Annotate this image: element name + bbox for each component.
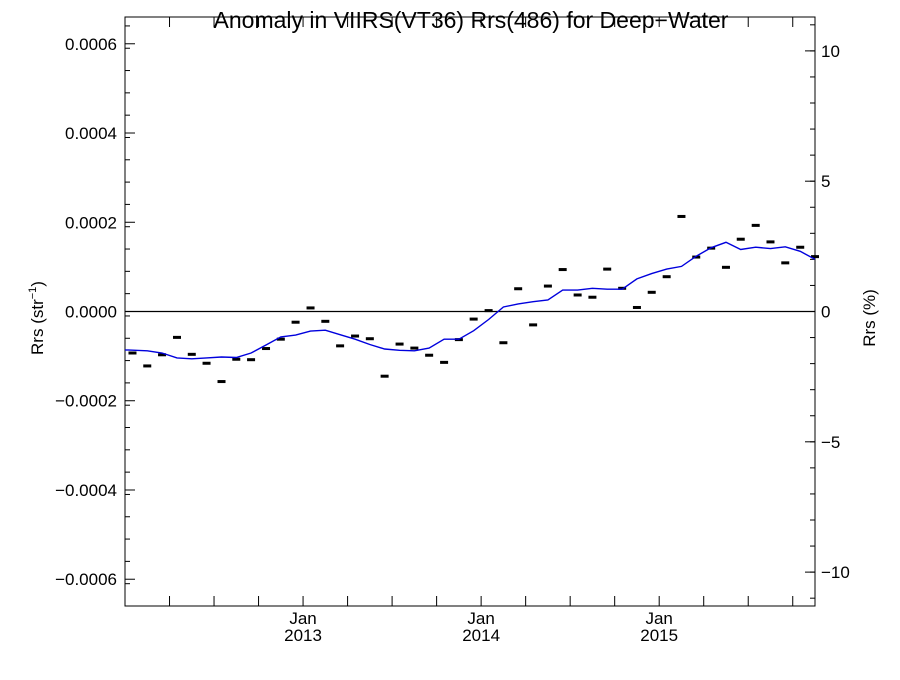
left-tick-label: 0.0004 — [65, 124, 117, 143]
monthly-marker — [217, 380, 226, 384]
monthly-marker — [172, 335, 181, 339]
monthly-marker — [603, 267, 612, 271]
right-tick-label: 5 — [821, 172, 830, 191]
x-month-label: Jan — [467, 609, 494, 628]
monthly-marker — [811, 255, 819, 259]
monthly-marker — [321, 319, 330, 323]
left-tick-label: 0.0002 — [65, 213, 117, 232]
monthly-marker — [558, 268, 567, 272]
monthly-marker — [187, 352, 196, 356]
monthly-marker — [247, 358, 256, 362]
monthly-marker — [618, 286, 627, 290]
monthly-marker — [158, 353, 167, 357]
monthly-marker — [143, 364, 152, 368]
monthly-marker — [514, 287, 523, 291]
chart-title: Anomaly in VIIRS(VT36) Rrs(486) for Deep… — [214, 7, 729, 33]
left-tick-label: −0.0002 — [55, 392, 117, 411]
monthly-marker — [677, 214, 686, 218]
monthly-marker — [588, 295, 597, 299]
monthly-marker — [632, 305, 641, 309]
left-tick-label: −0.0006 — [55, 570, 117, 589]
left-axis: 0.0006 0.0004 0.0002 0.0000 −0.0002 −0.0004 −0… — [55, 25, 135, 607]
monthly-marker — [128, 351, 137, 355]
monthly-markers — [128, 214, 819, 384]
left-tick-label: −0.0004 — [55, 481, 117, 500]
x-year-label: 2015 — [640, 626, 678, 645]
left-axis-label-main: Rrs (str — [28, 299, 47, 355]
monthly-marker — [291, 320, 300, 324]
monthly-marker — [796, 245, 805, 249]
left-tick-label: 0.0006 — [65, 35, 117, 54]
monthly-marker — [336, 344, 345, 348]
monthly-marker — [410, 346, 419, 350]
left-axis-label: Rrs (str−1) — [27, 281, 47, 355]
x-month-label: Jan — [645, 609, 672, 628]
monthly-marker — [484, 309, 493, 313]
monthly-marker — [469, 317, 478, 321]
right-axis-label: Rrs (%) — [860, 289, 879, 347]
monthly-marker — [573, 293, 582, 297]
monthly-marker — [425, 353, 434, 357]
right-tick-label: 10 — [821, 42, 840, 61]
monthly-marker — [440, 360, 449, 364]
monthly-marker — [380, 374, 389, 378]
monthly-marker — [751, 223, 760, 227]
monthly-marker — [351, 334, 360, 338]
monthly-marker — [395, 342, 404, 346]
left-axis-label-sup: −1 — [27, 287, 39, 300]
monthly-marker — [766, 240, 775, 244]
x-year-label: 2014 — [462, 626, 500, 645]
monthly-marker — [262, 347, 271, 351]
monthly-marker — [529, 323, 538, 327]
left-axis-label-close: ) — [28, 281, 47, 287]
x-month-label: Jan — [289, 609, 316, 628]
right-tick-label: 0 — [821, 303, 830, 322]
monthly-marker — [647, 290, 656, 294]
x-year-label: 2013 — [284, 626, 322, 645]
left-tick-label: 0.0000 — [65, 303, 117, 322]
monthly-marker — [721, 265, 730, 269]
monthly-marker — [276, 337, 285, 341]
monthly-marker — [202, 361, 211, 365]
monthly-marker — [662, 275, 671, 279]
right-tick-label: −10 — [821, 563, 850, 582]
monthly-marker — [543, 284, 552, 288]
right-axis: 10 5 0 −5 −10 — [805, 24, 850, 599]
monthly-marker — [781, 261, 790, 265]
monthly-marker — [306, 306, 315, 310]
monthly-marker — [692, 255, 701, 259]
right-tick-label: −5 — [821, 433, 840, 452]
running-mean-line — [124, 241, 816, 360]
monthly-marker — [736, 237, 745, 241]
monthly-marker — [232, 357, 241, 361]
monthly-marker — [365, 337, 374, 341]
monthly-marker — [499, 341, 508, 345]
